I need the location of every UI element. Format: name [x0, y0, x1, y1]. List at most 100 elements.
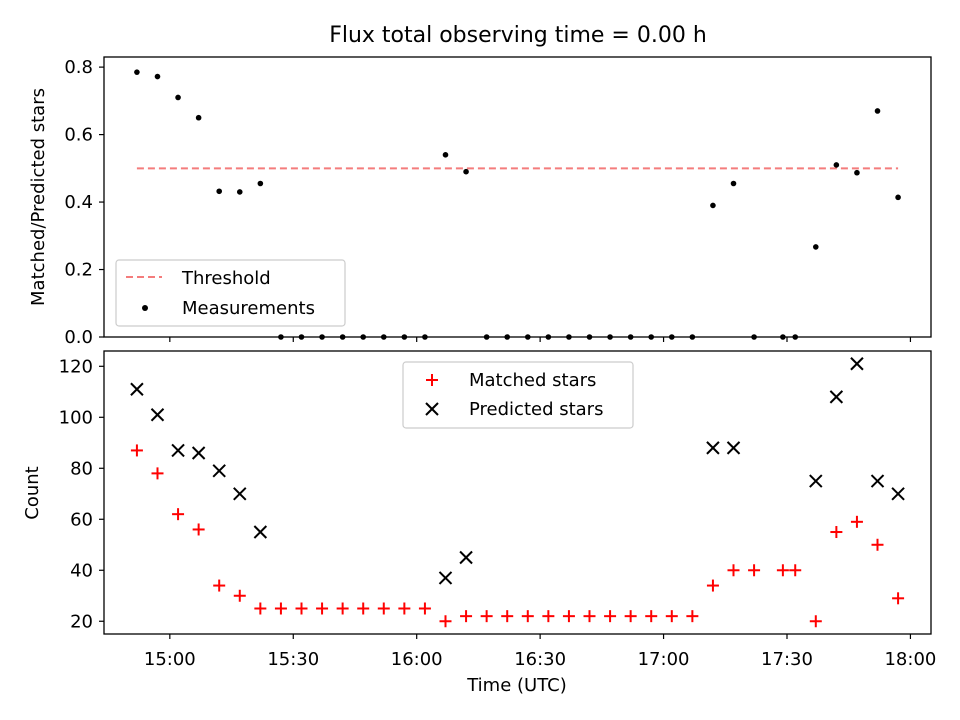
legend-matched-swatch: [426, 374, 438, 386]
matched-star-point: [274, 602, 287, 615]
measurement-point: [216, 188, 223, 195]
top-x-ticks: [169, 337, 912, 342]
predicted-star-point: [130, 382, 144, 396]
matched-star-point: [254, 602, 267, 615]
top-axes-frame: [103, 56, 932, 338]
top-legend: Threshold Measurements: [115, 259, 346, 327]
bottom-y-ticks: 20 40 60 80 100 120: [59, 356, 104, 632]
x-tick-label: 16:00: [391, 649, 443, 670]
predicted-star-point: [212, 464, 226, 478]
top-legend-box: [115, 259, 346, 327]
matched-star-point: [871, 538, 884, 551]
x-axis-label: Time (UTC): [466, 675, 567, 696]
chart-title: Flux total observing time = 0.00 h: [329, 23, 707, 48]
legend-measurements-label: Measurements: [182, 298, 315, 319]
x-tick-label: 15:00: [144, 649, 196, 670]
predicted-star-point: [829, 390, 844, 404]
predicted-star-point: [870, 474, 885, 488]
bottom-y-tick-label: 40: [70, 560, 93, 581]
predicted-star-point: [438, 571, 453, 585]
measurement-point: [236, 189, 243, 195]
bottom-legend: Matched stars Predicted stars: [402, 361, 634, 429]
matched-star-point: [624, 610, 637, 623]
matched-star-point: [130, 444, 143, 457]
bottom-y-tick-label: 20: [70, 611, 93, 632]
matched-star-point: [336, 602, 349, 615]
measurement-point: [175, 94, 181, 101]
bottom-panel: 20 40 60 80 100 120 15:00 15:30 16:00 16:30 17:00…: [22, 350, 936, 696]
top-panel: 0.00.20.40.60.8 Matched/Predicted stars …: [28, 56, 932, 348]
top-y-tick-label: 0.4: [64, 192, 93, 213]
measurement-point: [442, 152, 449, 158]
legend-measurements-swatch: [142, 305, 148, 311]
x-tick-label: 15:30: [267, 649, 319, 670]
matched-star-point: [686, 610, 699, 623]
matched-star-point: [727, 564, 740, 577]
matched-star-point: [418, 602, 431, 615]
matched-star-point: [830, 526, 843, 539]
predicted-star-point: [850, 357, 864, 371]
matched-star-point: [377, 602, 390, 615]
measurement-point: [833, 162, 840, 168]
matched-star-point: [776, 564, 789, 577]
matched-star-point: [706, 579, 719, 592]
top-y-axis-label: Matched/Predicted stars: [28, 88, 49, 306]
matched-star-point: [439, 615, 452, 628]
matched-star-point: [604, 610, 617, 623]
measurement-point: [730, 180, 737, 187]
matched-star-point: [295, 602, 308, 615]
matched-star-point: [665, 610, 678, 623]
legend-predicted-label: Predicted stars: [469, 399, 603, 420]
matched-star-point: [892, 592, 905, 605]
matched-star-point: [316, 602, 329, 615]
predicted-star-point: [726, 441, 741, 455]
bottom-axes-frame: [103, 350, 932, 635]
matched-star-point: [501, 610, 514, 623]
matched-star-point: [521, 610, 534, 623]
matched-star-point: [151, 467, 164, 480]
matched-star-point: [542, 610, 555, 623]
measurement-point: [854, 169, 860, 176]
x-tick-label: 18:00: [884, 649, 936, 670]
predicted-star-point: [253, 525, 268, 539]
matched-star-point: [850, 515, 863, 528]
top-y-tick-label: 0.0: [64, 327, 93, 348]
matched-star-point: [213, 579, 226, 592]
matched-star-point: [809, 615, 822, 628]
predicted-star-point: [191, 446, 206, 460]
x-tick-label: 17:00: [638, 649, 690, 670]
measurement-point: [895, 194, 901, 201]
legend-threshold-label: Threshold: [181, 268, 271, 289]
predicted-star-point: [809, 474, 823, 488]
measurement-point: [134, 69, 140, 75]
bottom-y-tick-label: 100: [59, 407, 93, 428]
matched-star-point: [789, 564, 802, 577]
measurement-point: [195, 114, 202, 121]
measurement-point: [154, 73, 161, 80]
measurement-point: [257, 180, 264, 187]
bottom-y-axis-label: Count: [22, 466, 43, 519]
x-tick-label: 17:30: [761, 649, 813, 670]
predicted-star-point: [233, 487, 247, 501]
matched-star-point: [645, 610, 658, 623]
legend-matched-label: Matched stars: [469, 370, 596, 391]
legend-predicted-swatch: [425, 402, 439, 416]
matched-star-point: [583, 610, 596, 623]
matched-star-point: [562, 610, 575, 623]
matched-star-point: [748, 564, 761, 577]
measurement-point: [874, 108, 881, 114]
top-y-tick-label: 0.6: [64, 125, 93, 146]
matched-star-point: [192, 523, 205, 536]
matched-star-point: [172, 508, 185, 521]
bottom-points: [130, 357, 905, 628]
predicted-star-point: [706, 441, 720, 455]
predicted-star-point: [891, 487, 905, 501]
measurement-point: [463, 168, 469, 175]
bottom-y-tick-label: 120: [59, 356, 93, 377]
predicted-star-point: [150, 408, 165, 422]
top-y-tick-label: 0.2: [64, 260, 93, 281]
top-y-tick-label: 0.8: [64, 57, 93, 78]
bottom-legend-box: [402, 361, 634, 429]
